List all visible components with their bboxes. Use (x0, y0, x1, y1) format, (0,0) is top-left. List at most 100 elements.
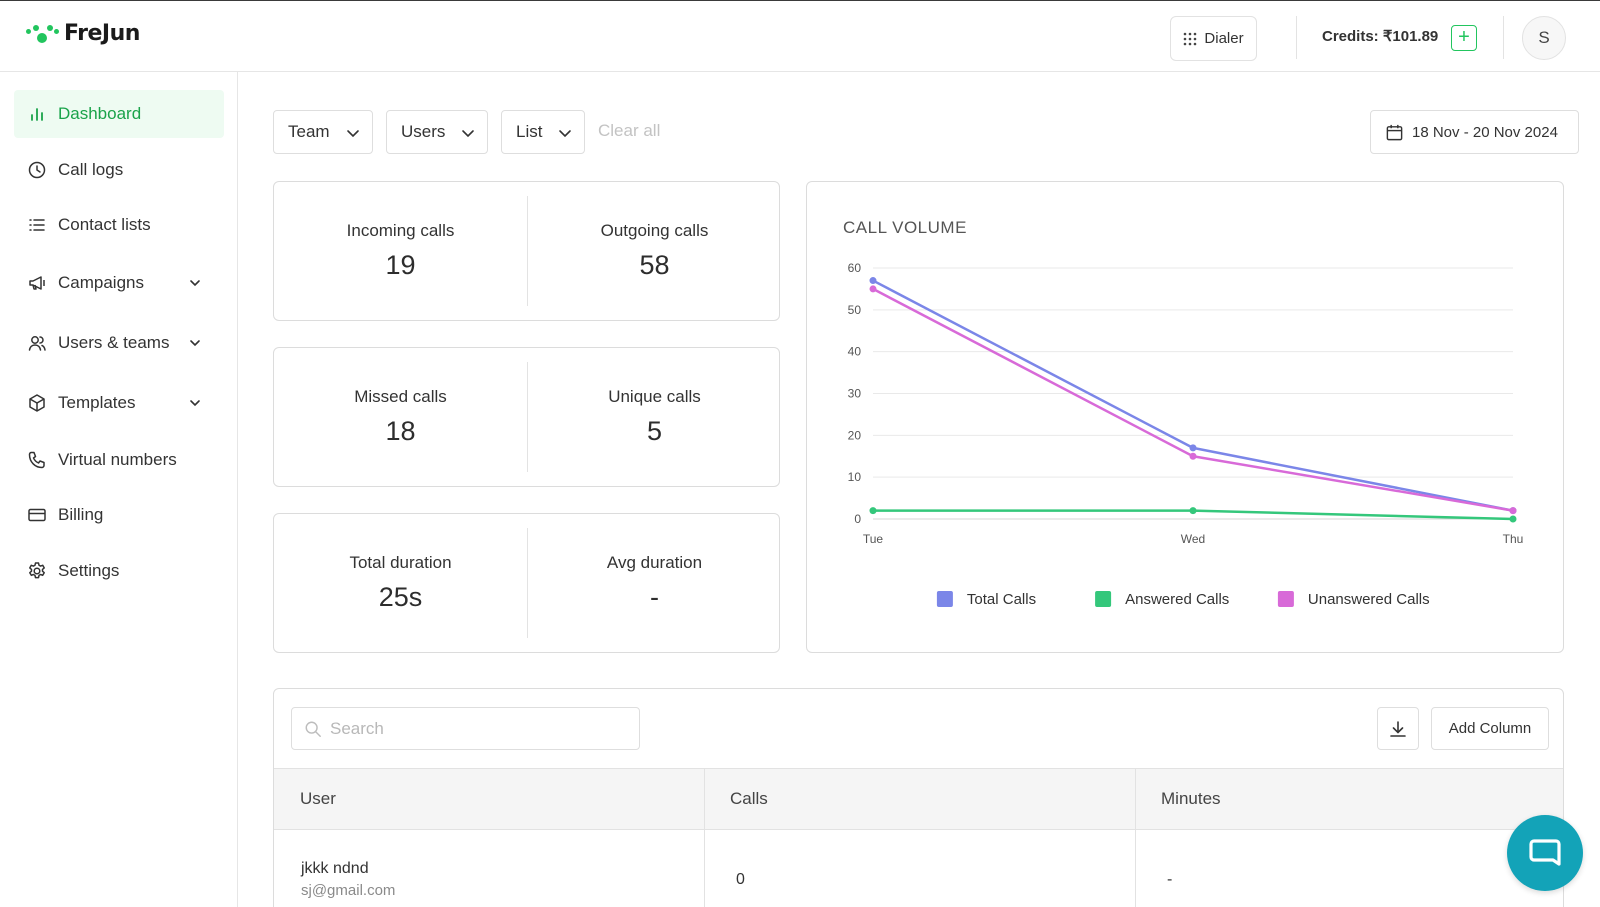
stat-label: Outgoing calls (600, 221, 709, 240)
legend-label[interactable]: Unanswered Calls (1308, 591, 1430, 608)
sidebar-item-billing[interactable]: Billing (14, 491, 224, 539)
gear-icon (29, 562, 45, 579)
x-tick-label: Tue (863, 532, 884, 546)
clear-all-filters-button[interactable]: Clear all (598, 121, 661, 140)
stat-label: Missed calls (354, 387, 447, 406)
y-tick-label: 30 (848, 387, 862, 401)
y-tick-label: 50 (848, 303, 862, 317)
stat-value: 5 (646, 416, 663, 446)
data-point[interactable] (1189, 452, 1197, 460)
chevron-down-icon[interactable] (187, 275, 203, 291)
legend-swatch (1277, 591, 1294, 607)
calendar-icon (1386, 124, 1403, 140)
dialer-label: Dialer (1204, 30, 1244, 47)
stat-value: - (650, 582, 659, 612)
incoming-calls-stat: Incoming calls 19 (274, 182, 527, 320)
stat-value: 18 (385, 416, 416, 446)
search-input[interactable] (330, 718, 620, 739)
stat-label: Incoming calls (346, 221, 455, 240)
sidebar-item-label: Users & teams (58, 333, 170, 352)
legend-label[interactable]: Answered Calls (1125, 591, 1229, 608)
user-calls: 0 (736, 871, 745, 888)
sidebar-item-virtual-numbers[interactable]: Virtual numbers (14, 436, 224, 484)
data-point[interactable] (1509, 515, 1517, 523)
frejun-logo[interactable]: FreJun (26, 21, 140, 46)
sidebar-item-label: Billing (58, 505, 104, 524)
list-filter-dropdown[interactable]: List (501, 110, 585, 154)
unique-calls-stat: Unique calls 5 (528, 348, 781, 486)
sidebar-item-users-teams[interactable]: Users & teams (14, 319, 224, 367)
data-point[interactable] (1509, 507, 1517, 515)
user-email: sj@gmail.com (301, 882, 396, 899)
download-button[interactable] (1377, 707, 1419, 750)
phone-icon (28, 451, 45, 469)
column-header-minutes[interactable]: Minutes (1161, 789, 1221, 808)
legend-label[interactable]: Total Calls (967, 591, 1036, 608)
stat-value: 25s (378, 582, 423, 612)
data-point[interactable] (869, 277, 877, 285)
avg-duration-stat: Avg duration - (528, 514, 781, 652)
chevron-down-icon (347, 130, 359, 138)
clock-icon (28, 161, 46, 179)
y-tick-label: 60 (848, 261, 862, 275)
stat-label: Avg duration (606, 553, 703, 572)
users-icon (28, 336, 46, 351)
chevron-down-icon[interactable] (187, 395, 203, 411)
total-duration-stat: Total duration 25s (274, 514, 527, 652)
logo-dots-icon (26, 22, 59, 46)
sidebar-item-label: Templates (58, 393, 136, 412)
sidebar-item-campaigns[interactable]: Campaigns (14, 259, 224, 307)
calls-status-card: Missed calls 18 Unique calls 5 (273, 347, 780, 487)
bar-chart-icon (31, 108, 43, 121)
column-header-calls[interactable]: Calls (730, 789, 768, 808)
data-point[interactable] (1189, 507, 1197, 515)
header-divider (1503, 16, 1504, 59)
sidebar-item-label: Call logs (58, 160, 124, 179)
outgoing-calls-stat: Outgoing calls 58 (528, 182, 781, 320)
stat-value: 58 (639, 250, 670, 280)
sidebar-item-contact-lists[interactable]: Contact lists (14, 201, 224, 249)
search-box[interactable] (291, 707, 640, 750)
sidebar-item-templates[interactable]: Templates (14, 379, 224, 427)
sidebar: Dashboard Call logs Contact lists Campai… (0, 72, 238, 907)
missed-calls-stat: Missed calls 18 (274, 348, 527, 486)
x-tick-label: Wed (1181, 532, 1205, 546)
sidebar-item-settings[interactable]: Settings (14, 547, 224, 595)
column-header-user[interactable]: User (300, 789, 336, 808)
credit-card-icon (28, 508, 46, 522)
chart-title: CALL VOLUME (843, 218, 967, 237)
team-filter-dropdown[interactable]: Team (273, 110, 373, 154)
megaphone-icon (29, 276, 45, 290)
data-point[interactable] (869, 507, 877, 515)
duration-card: Total duration 25s Avg duration - (273, 513, 780, 653)
sidebar-item-dashboard[interactable]: Dashboard (14, 90, 224, 138)
sidebar-item-label: Dashboard (58, 104, 142, 123)
series-line (872, 279, 1514, 512)
chat-support-button[interactable] (1507, 815, 1583, 891)
chevron-down-icon[interactable] (187, 335, 203, 351)
list-filter-label: List (516, 122, 543, 141)
user-name: jkkk ndnd (301, 860, 369, 877)
sidebar-item-label: Campaigns (58, 273, 144, 292)
column-divider (704, 768, 705, 907)
y-tick-label: 0 (854, 512, 861, 526)
top-bar: FreJun Dialer Credits: ₹101.89 + S (0, 0, 1600, 72)
dialer-button[interactable]: Dialer (1170, 16, 1257, 61)
legend-swatch (936, 591, 953, 607)
y-tick-label: 20 (848, 428, 862, 442)
sidebar-item-label: Settings (58, 561, 120, 580)
sidebar-item-label: Virtual numbers (58, 450, 177, 469)
date-range-picker[interactable]: 18 Nov - 20 Nov 2024 (1370, 110, 1579, 154)
add-column-button[interactable]: Add Column (1431, 707, 1549, 750)
users-filter-dropdown[interactable]: Users (386, 110, 488, 154)
y-tick-label: 10 (848, 470, 862, 484)
data-point[interactable] (1189, 444, 1197, 452)
add-credits-button[interactable]: + (1451, 25, 1477, 51)
sidebar-item-call-logs[interactable]: Call logs (14, 146, 224, 194)
user-avatar[interactable]: S (1522, 16, 1566, 60)
data-point[interactable] (869, 285, 877, 293)
card-divider (527, 528, 528, 638)
y-tick-label: 40 (848, 345, 862, 359)
header-divider (1296, 16, 1297, 59)
dialpad-icon (1184, 32, 1197, 45)
